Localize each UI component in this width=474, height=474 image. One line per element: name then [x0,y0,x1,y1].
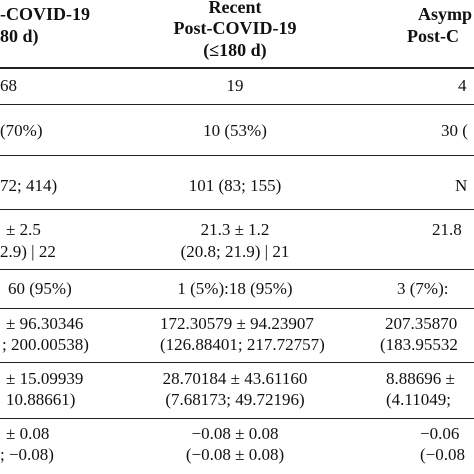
header-rule [0,67,474,69]
row2-col1: 101 (83; 155) [188,176,282,195]
row4-col1: 1 (5%):18 (95%) [177,279,293,298]
row5-col1-line2: (126.88401; 217.72757) [160,335,325,354]
row-divider [0,418,474,419]
row6-col1-line2: (7.68173; 49.72196) [165,390,305,409]
row7-col0-line1: ± 0.08 [6,424,50,443]
row7-col2-line1: −0.06 [420,424,460,443]
row3-col0-line2: 2.9) | 22 [0,242,56,261]
row-divider [0,269,474,270]
header-col1-line1: Recent [208,0,262,17]
row3-col1-line2: (20.8; 21.9) | 21 [180,242,290,261]
row7-col1-line1: −0.08 ± 0.08 [191,424,279,443]
row-divider [0,308,474,309]
header-col0-line1: -COVID-19 [0,4,90,24]
header-col0-line2: 80 d) [0,26,39,46]
row6-col2-line1: 8.88696 ± [386,369,455,388]
row6-col0-line2: 10.88661) [6,390,76,409]
header-col2-line1: Asymp [418,4,473,24]
row3-col1-line1: 21.3 ± 1.2 [200,220,270,239]
row7-col0-line2: ; −0.08) [0,445,54,464]
row0-col0: 68 [0,76,17,95]
row6-col1-line1: 28.70184 ± 43.61160 [162,369,308,388]
row5-col0-line1: ± 96.30346 [6,314,84,333]
header-col1-line3: (≤180 d) [203,40,267,60]
row7-col2-line2: (−0.08 [420,445,465,464]
row5-col2-line2: (183.95532 [380,335,458,354]
row2-col0: 72; 414) [0,176,58,195]
header-col1-line2: Post-COVID-19 [173,18,297,38]
row2-col2: N [455,176,468,195]
row6-col0-line1: ± 15.09939 [6,369,84,388]
row6-col2-line2: (4.11049; [386,390,452,409]
row7-col1-line2: (−0.08 ± 0.08) [185,445,285,464]
row-divider [0,104,474,105]
row1-col1: 10 (53%) [203,121,267,140]
row4-col0: 60 (95%) [8,279,72,298]
row-divider [0,362,474,363]
row4-col2: 3 (7%): [397,279,449,298]
row3-col2-line1: 21.8 [432,220,462,239]
row-divider [0,155,474,156]
row1-col0: (70%) [0,121,43,140]
row0-col2: 4 [458,76,467,95]
row1-col2: 30 ( [441,121,468,140]
row3-col0-line1: ± 2.5 [6,220,41,239]
row5-col1-line1: 172.30579 ± 94.23907 [160,314,314,333]
row0-col1: 19 [226,76,244,95]
row5-col2-line1: 207.35870 [385,314,458,333]
header-col2-line2: Post-C [407,26,459,46]
row5-col0-line2: ; 200.00538) [2,335,89,354]
row-divider [0,209,474,210]
